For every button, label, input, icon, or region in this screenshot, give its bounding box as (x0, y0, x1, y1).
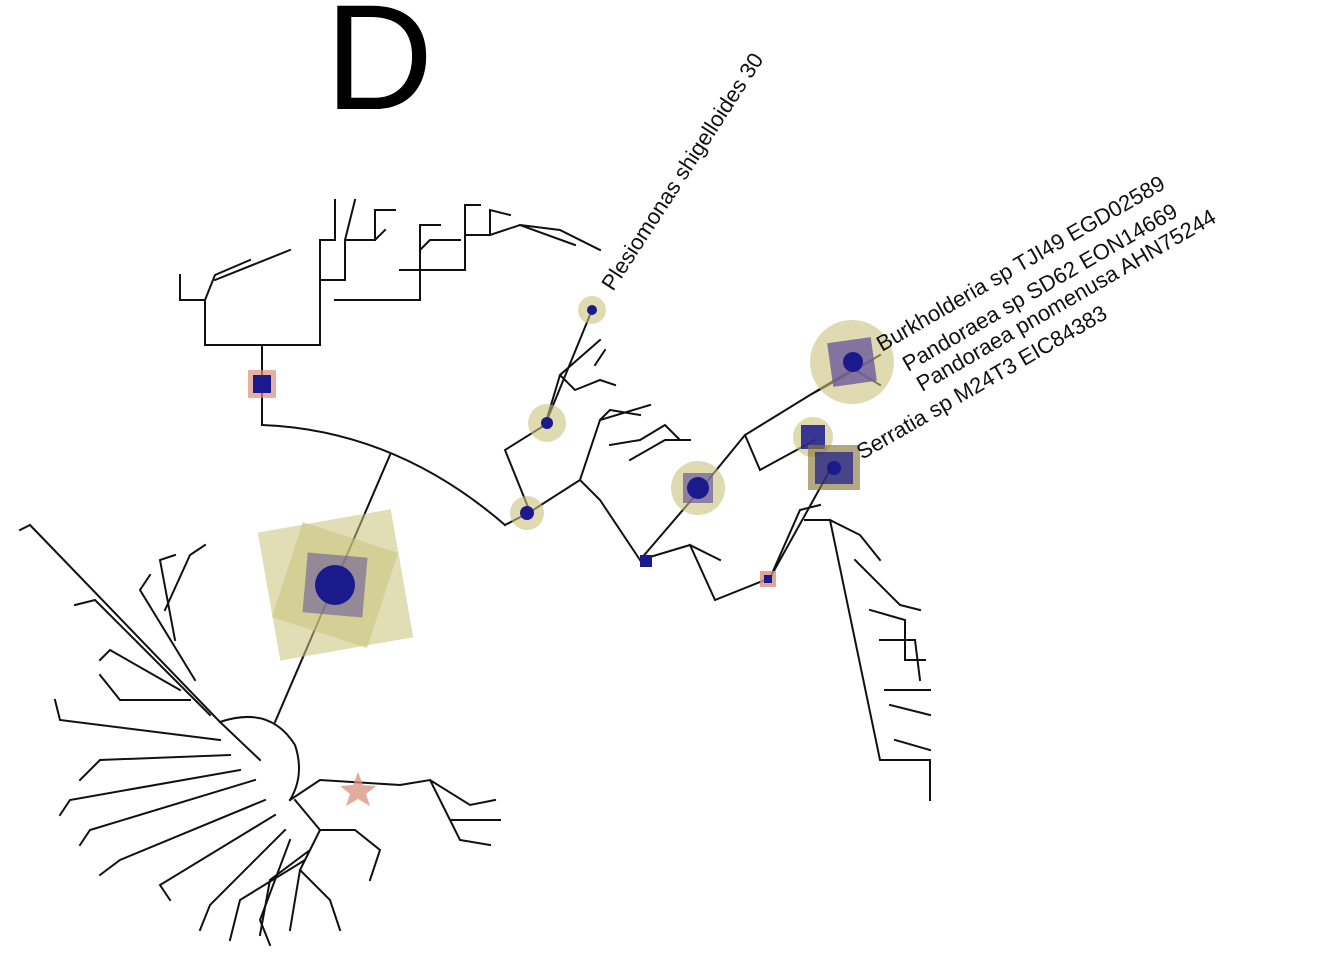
node-markers (248, 296, 894, 806)
lower-left-clade (18, 523, 292, 947)
panel-label: D (325, 0, 434, 141)
bottom-clade (228, 778, 501, 942)
upper-arc (260, 423, 507, 527)
top-left-clade (179, 198, 602, 346)
tip-label-plesiomonas: Plesiomonas shigelloides 30 (596, 48, 768, 294)
tip-labels: Plesiomonas shigelloides 30 Burkholderia… (596, 48, 1220, 464)
root-arc (218, 715, 300, 802)
star-marker (340, 772, 376, 806)
tree-branches (18, 198, 932, 947)
node-core (315, 565, 355, 605)
